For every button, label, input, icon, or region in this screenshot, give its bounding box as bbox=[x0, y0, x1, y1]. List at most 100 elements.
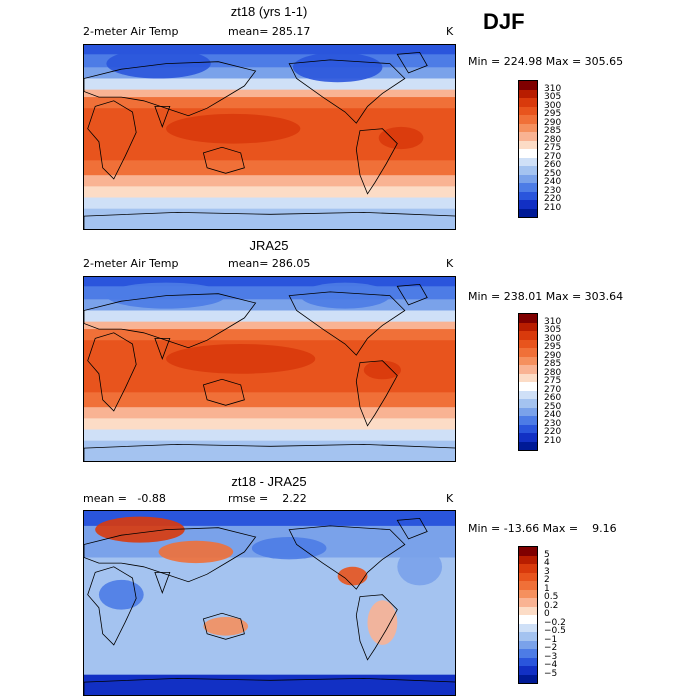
colorbar-swatch bbox=[519, 441, 537, 450]
panel2-title: JRA25 bbox=[249, 238, 289, 253]
colorbar-swatch bbox=[519, 382, 537, 391]
panel3-colorbar: 5 4 3 2 1 0.5 0.2 0 −0.2 −0.5 −1 −2 −3 −4 −5 bbox=[518, 546, 566, 684]
colorbar-swatch bbox=[519, 140, 537, 149]
colorbar-swatch bbox=[519, 208, 537, 217]
colorbar-tick-label: 210 bbox=[544, 435, 562, 446]
colorbar-tick-label: 220 bbox=[544, 194, 562, 204]
panel1-minmax: Min = 224.98 Max = 305.65 bbox=[468, 55, 624, 68]
colorbar-tick-label: 300 bbox=[544, 100, 562, 111]
colorbar-tick-label: 280 bbox=[544, 134, 562, 145]
colorbar-tick-label: 240 bbox=[544, 177, 562, 187]
colorbar-swatch bbox=[519, 200, 537, 209]
colorbar-tick-label: −0.5 bbox=[544, 626, 566, 636]
map-field bbox=[84, 511, 455, 695]
colorbar-swatch bbox=[519, 581, 537, 590]
colorbar-swatch bbox=[519, 356, 537, 365]
colorbar-swatch bbox=[519, 98, 537, 107]
panel3-rmse-label: rmse = 2.22 bbox=[228, 492, 307, 505]
panel2-mean-label: mean= 286.05 bbox=[228, 257, 311, 270]
colorbar-swatch bbox=[519, 572, 537, 581]
colorbar-swatch bbox=[519, 166, 537, 175]
panel2-colorbar: 310 305 300 295 290 285 280 275 270 260 250 240 230 2… bbox=[518, 313, 561, 451]
colorbar-swatch bbox=[519, 157, 537, 166]
colorbar-swatches bbox=[518, 80, 538, 218]
colorbar-swatch bbox=[519, 640, 537, 649]
colorbar-tick-label: 1 bbox=[544, 583, 550, 594]
colorbar-swatch bbox=[519, 598, 537, 607]
colorbar-swatch bbox=[519, 606, 537, 615]
panel3-minmax: Min = -13.66 Max = 9.16 bbox=[468, 522, 617, 535]
colorbar-tick-label: 270 bbox=[544, 384, 562, 395]
panel2-map bbox=[83, 276, 456, 462]
colorbar-swatch bbox=[519, 373, 537, 382]
colorbar-tick-label: −0.2 bbox=[544, 617, 566, 628]
colorbar-tick-label: −3 bbox=[544, 651, 558, 662]
colorbar-swatch bbox=[519, 132, 537, 141]
panel2-minmax: Min = 238.01 Max = 303.64 bbox=[468, 290, 624, 303]
colorbar-tick-label: 310 bbox=[544, 83, 562, 94]
colorbar-tick-label: 250 bbox=[544, 168, 562, 179]
colorbar-tick-label: 0.2 bbox=[544, 600, 559, 611]
panel1-variable-label: 2-meter Air Temp bbox=[83, 25, 179, 38]
colorbar-tick-label: 285 bbox=[544, 126, 562, 136]
colorbar-tick-label: −2 bbox=[544, 643, 558, 653]
colorbar-tick-label: 230 bbox=[544, 185, 562, 196]
panel1-unit-label: K bbox=[446, 25, 454, 38]
colorbar-swatch bbox=[519, 183, 537, 192]
colorbar-tick-label: 295 bbox=[544, 109, 562, 119]
map-field bbox=[84, 45, 455, 229]
colorbar-swatch bbox=[519, 106, 537, 115]
colorbar-swatch bbox=[519, 623, 537, 632]
colorbar-swatch bbox=[519, 123, 537, 132]
colorbar-swatch bbox=[519, 589, 537, 598]
colorbar-swatch bbox=[519, 174, 537, 183]
colorbar-tick-label: 275 bbox=[544, 376, 562, 386]
colorbar-tick-label: 220 bbox=[544, 427, 562, 437]
panel2-unit-label: K bbox=[446, 257, 454, 270]
colorbar-tick-label: −4 bbox=[544, 660, 558, 670]
season-label: DJF bbox=[483, 9, 525, 34]
colorbar-tick-label: 0 bbox=[544, 609, 550, 619]
colorbar-swatch bbox=[519, 615, 537, 624]
colorbar-tick-label: 285 bbox=[544, 359, 562, 369]
colorbar-swatch bbox=[519, 649, 537, 658]
colorbar-swatch bbox=[519, 339, 537, 348]
colorbar-tick-label: 305 bbox=[544, 325, 562, 335]
colorbar-swatch bbox=[519, 365, 537, 374]
colorbar-swatch bbox=[519, 433, 537, 442]
colorbar-swatch bbox=[519, 331, 537, 340]
colorbar-tick-label: 295 bbox=[544, 342, 562, 352]
colorbar-tick-label: 0.5 bbox=[544, 592, 559, 602]
colorbar-swatch bbox=[519, 81, 537, 90]
panel3-map bbox=[83, 510, 456, 696]
colorbar-swatch bbox=[519, 564, 537, 573]
colorbar-swatch bbox=[519, 89, 537, 98]
colorbar-tick-label: 3 bbox=[544, 566, 550, 577]
panel3-unit-label: K bbox=[446, 492, 454, 505]
colorbar-swatch bbox=[519, 555, 537, 564]
colorbar-tick-label: 305 bbox=[544, 92, 562, 102]
colorbar-swatch bbox=[519, 547, 537, 556]
colorbar-swatch bbox=[519, 424, 537, 433]
colorbar-swatch bbox=[519, 314, 537, 323]
colorbar-swatch bbox=[519, 399, 537, 408]
colorbar-swatch bbox=[519, 674, 537, 683]
colorbar-tick-label: 250 bbox=[544, 401, 562, 412]
colorbar-tick-label: 270 bbox=[544, 151, 562, 162]
colorbar-swatch bbox=[519, 115, 537, 124]
colorbar-tick-label: 290 bbox=[544, 350, 562, 361]
colorbar-swatch bbox=[519, 657, 537, 666]
panel3-title: zt18 - JRA25 bbox=[231, 474, 307, 489]
colorbar-tick-label: 290 bbox=[544, 117, 562, 128]
panel3-mean-label: mean = -0.88 bbox=[83, 492, 166, 505]
panel1-mean-label: mean= 285.17 bbox=[228, 25, 311, 38]
colorbar-swatch bbox=[519, 149, 537, 158]
colorbar-swatch bbox=[519, 191, 537, 200]
colorbar-tick-label: 300 bbox=[544, 333, 562, 344]
colorbar-tick-label: 260 bbox=[544, 393, 562, 403]
colorbar-swatches bbox=[518, 313, 538, 451]
colorbar-tick-label: 5 bbox=[544, 549, 550, 560]
panel1-colorbar: 310 305 300 295 290 285 280 275 270 260 250 240 230 2… bbox=[518, 80, 561, 218]
map-field bbox=[84, 277, 455, 461]
colorbar-tick-label: 230 bbox=[544, 418, 562, 429]
